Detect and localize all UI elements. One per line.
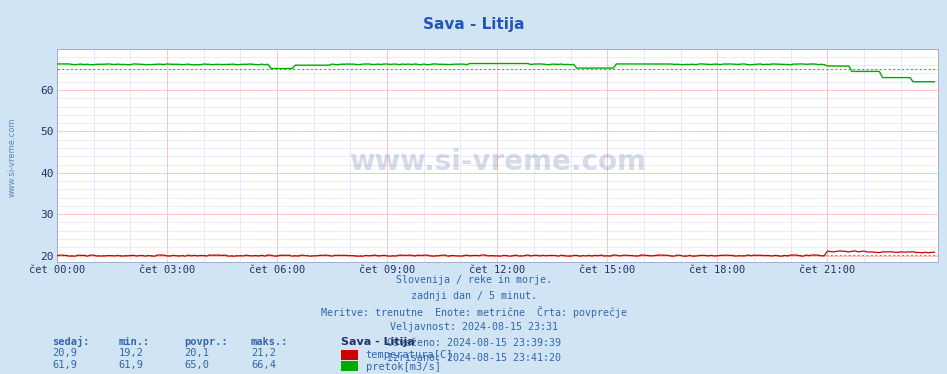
Text: povpr.:: povpr.: xyxy=(185,337,228,347)
Text: zadnji dan / 5 minut.: zadnji dan / 5 minut. xyxy=(410,291,537,301)
Text: temperatura[C]: temperatura[C] xyxy=(366,350,453,360)
Text: 20,9: 20,9 xyxy=(52,348,77,358)
Text: 66,4: 66,4 xyxy=(251,359,276,370)
Text: Veljavnost: 2024-08-15 23:31: Veljavnost: 2024-08-15 23:31 xyxy=(389,322,558,332)
Text: 61,9: 61,9 xyxy=(118,359,143,370)
Text: Sava - Litija: Sava - Litija xyxy=(341,337,415,347)
Text: 19,2: 19,2 xyxy=(118,348,143,358)
Text: 65,0: 65,0 xyxy=(185,359,209,370)
Text: maks.:: maks.: xyxy=(251,337,289,347)
Text: 61,9: 61,9 xyxy=(52,359,77,370)
Text: sedaj:: sedaj: xyxy=(52,336,90,347)
Text: Slovenija / reke in morje.: Slovenija / reke in morje. xyxy=(396,275,551,285)
Text: www.si-vreme.com: www.si-vreme.com xyxy=(8,117,17,197)
Text: www.si-vreme.com: www.si-vreme.com xyxy=(348,148,646,176)
Text: Meritve: trenutne  Enote: metrične  Črta: povprečje: Meritve: trenutne Enote: metrične Črta: … xyxy=(320,306,627,318)
Text: min.:: min.: xyxy=(118,337,150,347)
Text: Sava - Litija: Sava - Litija xyxy=(422,17,525,32)
Text: 21,2: 21,2 xyxy=(251,348,276,358)
Text: pretok[m3/s]: pretok[m3/s] xyxy=(366,362,440,371)
Text: Osveženo: 2024-08-15 23:39:39: Osveženo: 2024-08-15 23:39:39 xyxy=(386,338,561,348)
Text: Izrisano: 2024-08-15 23:41:20: Izrisano: 2024-08-15 23:41:20 xyxy=(386,353,561,364)
Text: 20,1: 20,1 xyxy=(185,348,209,358)
